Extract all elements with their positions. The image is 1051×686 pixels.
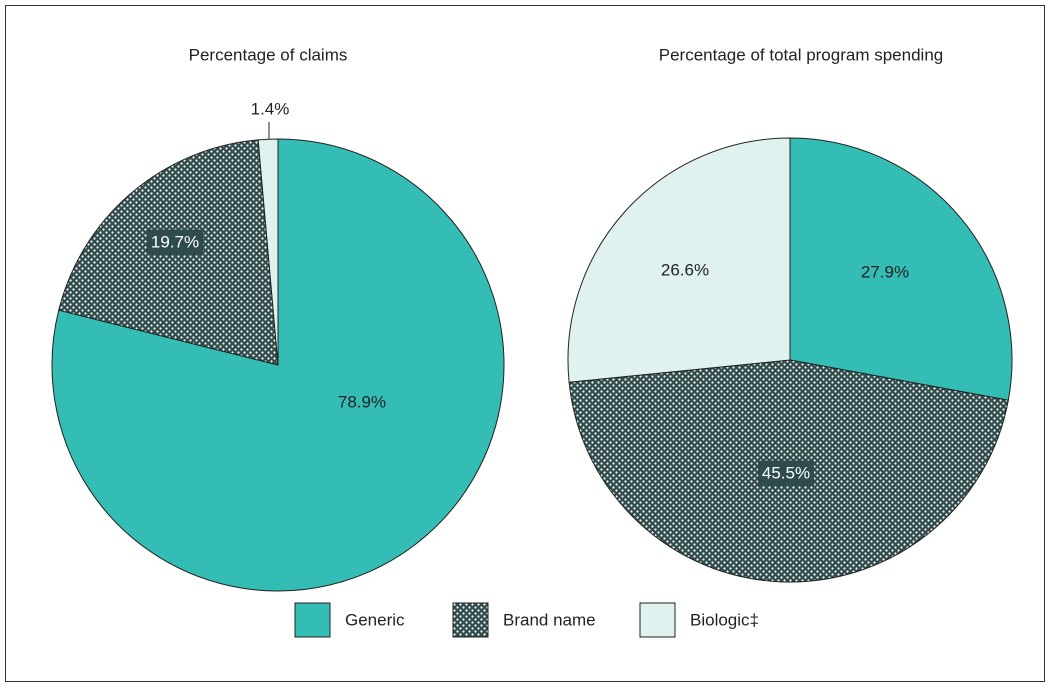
frame	[5, 5, 1045, 682]
data-label: 19.7%	[151, 232, 199, 251]
legend-label: Brand name	[503, 610, 596, 629]
pie-slice	[567, 137, 791, 383]
legend-swatch	[294, 602, 331, 638]
data-label: 45.5%	[762, 463, 810, 482]
legend-label: Generic	[345, 610, 405, 629]
label-background	[146, 229, 204, 255]
label-background	[757, 460, 815, 486]
data-label: 27.9%	[861, 262, 909, 281]
pie-slice	[789, 137, 1013, 401]
data-label: 1.4%	[251, 99, 290, 118]
data-label: 26.6%	[661, 260, 709, 279]
chart-title: Percentage of claims	[189, 45, 348, 64]
pie-slice	[257, 138, 279, 366]
chart-title: Percentage of total program spending	[659, 45, 943, 64]
legend-swatch	[452, 602, 489, 638]
legend-swatch	[639, 602, 676, 638]
legend-label: Biologic‡	[690, 610, 759, 629]
data-label: 78.9%	[338, 392, 386, 411]
